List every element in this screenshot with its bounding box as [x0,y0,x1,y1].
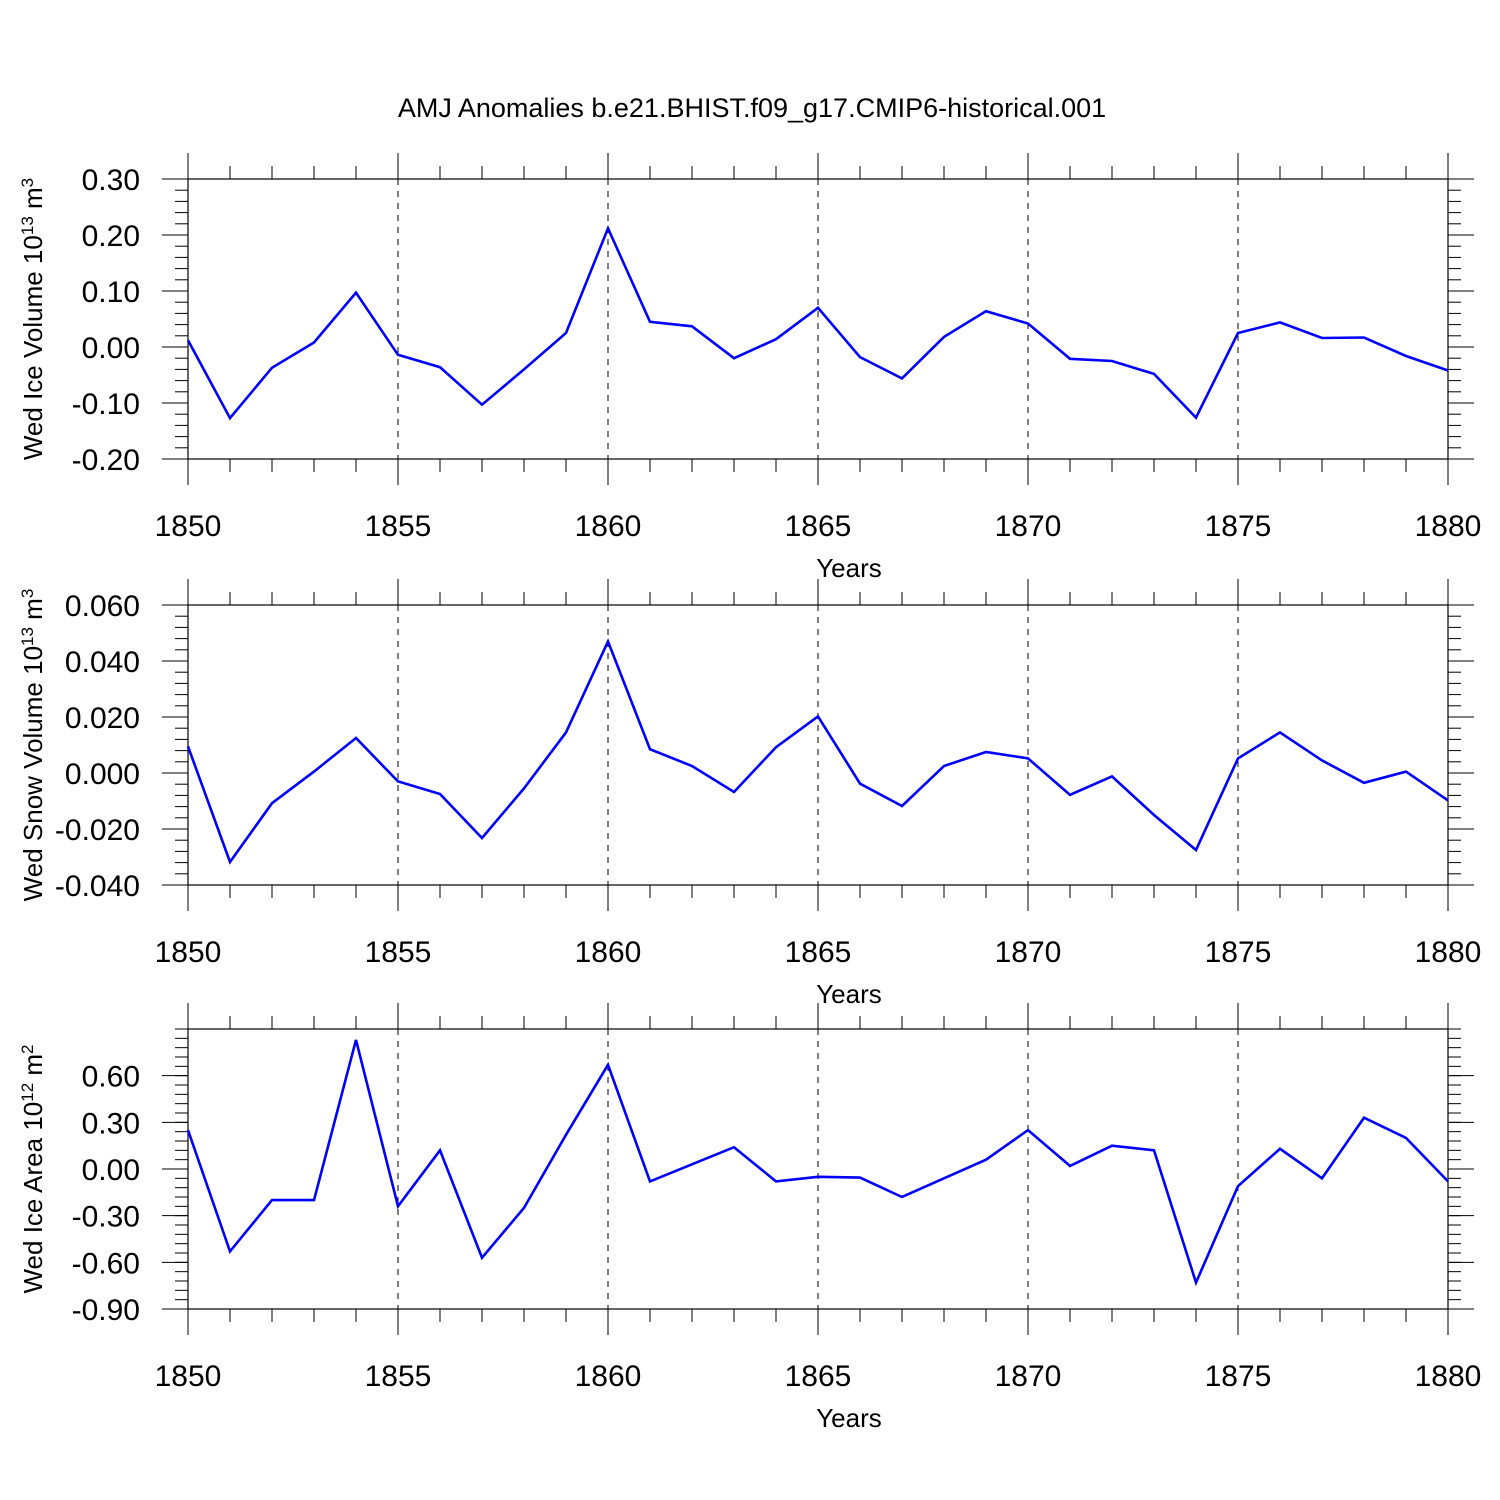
ice-area-y-axis-label-unit: m [18,1054,48,1083]
ice-volume-y-axis-label-unit: m [18,187,48,216]
ice-area-y-tick-label: -0.90 [72,1294,140,1327]
ice-area-x-tick-label: 1880 [1415,1360,1482,1393]
ice-volume-x-tick-label: 1865 [785,510,852,543]
ice-volume-y-tick-label: 0.10 [82,276,140,309]
ice-area-y-axis-label-exp: 12 [18,1083,37,1102]
ice-volume-y-axis-label-exp: 13 [18,216,37,235]
ice-volume-y-tick-label: 0.30 [82,164,140,197]
ice-volume-y-tick-label: 0.00 [82,332,140,365]
snow-volume-x-tick-label: 1850 [155,936,222,969]
ice-area-y-axis-label-unit_exp: 2 [18,1044,37,1053]
panel-ice-volume: 1850 1855 1860 1865 1870 1875 1880 Years 0.30 0.2… [18,153,1482,583]
ice-area-y-tick-label: -0.30 [72,1201,140,1234]
ice-volume-x-axis-label: Years [816,553,882,583]
ice-area-y-tick-label: 0.60 [82,1061,140,1094]
snow-volume-y-axis-label-unit: m [18,598,48,627]
snow-volume-x-tick-label: 1880 [1415,936,1482,969]
snow-volume-y-tick-label: -0.020 [55,814,140,847]
ice-volume-x-tick-label: 1875 [1205,510,1272,543]
snow-volume-y-axis-label: Wed Snow Volume 1013 m3 [18,589,49,902]
snow-volume-x-tick-label: 1870 [995,936,1062,969]
ice-area-x-tick-label: 1865 [785,1360,852,1393]
ice-volume-y-axis-label: Wed Ice Volume 1013 m3 [18,178,49,460]
ice-area-x-axis-label: Years [816,1403,882,1433]
ice-area-x-tick-label: 1875 [1205,1360,1272,1393]
ice-volume-y-tick-label: -0.20 [72,444,140,477]
snow-volume-y-tick-label: 0.040 [65,646,140,679]
ice-volume-y-axis-label-text: Wed Ice Volume 10 [18,235,48,460]
ice-volume-x-tick-label: 1870 [995,510,1062,543]
ice-area-x-tick-label: 1855 [365,1360,432,1393]
snow-volume-y-axis-label-unit_exp: 3 [18,589,37,598]
ice-area-x-tick-label: 1850 [155,1360,222,1393]
snow-volume-x-axis-label: Years [816,979,882,1009]
figure-title: AMJ Anomalies b.e21.BHIST.f09_g17.CMIP6-… [398,93,1106,123]
snow-volume-y-tick-label: -0.040 [55,870,140,903]
snow-volume-x-tick-label: 1855 [365,936,432,969]
snow-volume-y-axis-label-text: Wed Snow Volume 10 [18,646,48,901]
ice-volume-y-axis-label-unit_exp: 3 [18,178,37,187]
panel-ice-area: 1850 1855 1860 1865 1870 1875 1880 Years 0.60 0.3… [18,1003,1482,1433]
snow-volume-y-tick-label: 0.000 [65,758,140,791]
ice-area-y-tick-label: 0.30 [82,1107,140,1140]
snow-volume-x-tick-label: 1865 [785,936,852,969]
snow-volume-y-tick-label: 0.020 [65,702,140,735]
ice-area-y-tick-label: -0.60 [72,1247,140,1280]
snow-volume-y-axis-label-exp: 13 [18,627,37,646]
snow-volume-x-tick-label: 1875 [1205,936,1272,969]
ice-volume-y-tick-label: -0.10 [72,388,140,421]
ice-volume-x-tick-label: 1860 [575,510,642,543]
snow-volume-y-tick-label: 0.060 [65,590,140,623]
ice-area-y-axis-label: Wed Ice Area 1012 m2 [18,1044,49,1293]
panel-snow-volume: 1850 1855 1860 1865 1870 1875 1880 Years 0.060 0.… [18,579,1482,1009]
ice-area-x-tick-label: 1860 [575,1360,642,1393]
ice-area-y-tick-label: 0.00 [82,1154,140,1187]
ice-area-y-axis-label-text: Wed Ice Area 10 [18,1102,48,1294]
ice-area-x-tick-label: 1870 [995,1360,1062,1393]
ice-volume-y-tick-label: 0.20 [82,220,140,253]
ice-volume-x-tick-label: 1855 [365,510,432,543]
snow-volume-x-tick-label: 1860 [575,936,642,969]
ice-volume-x-tick-label: 1880 [1415,510,1482,543]
ice-volume-x-tick-label: 1850 [155,510,222,543]
